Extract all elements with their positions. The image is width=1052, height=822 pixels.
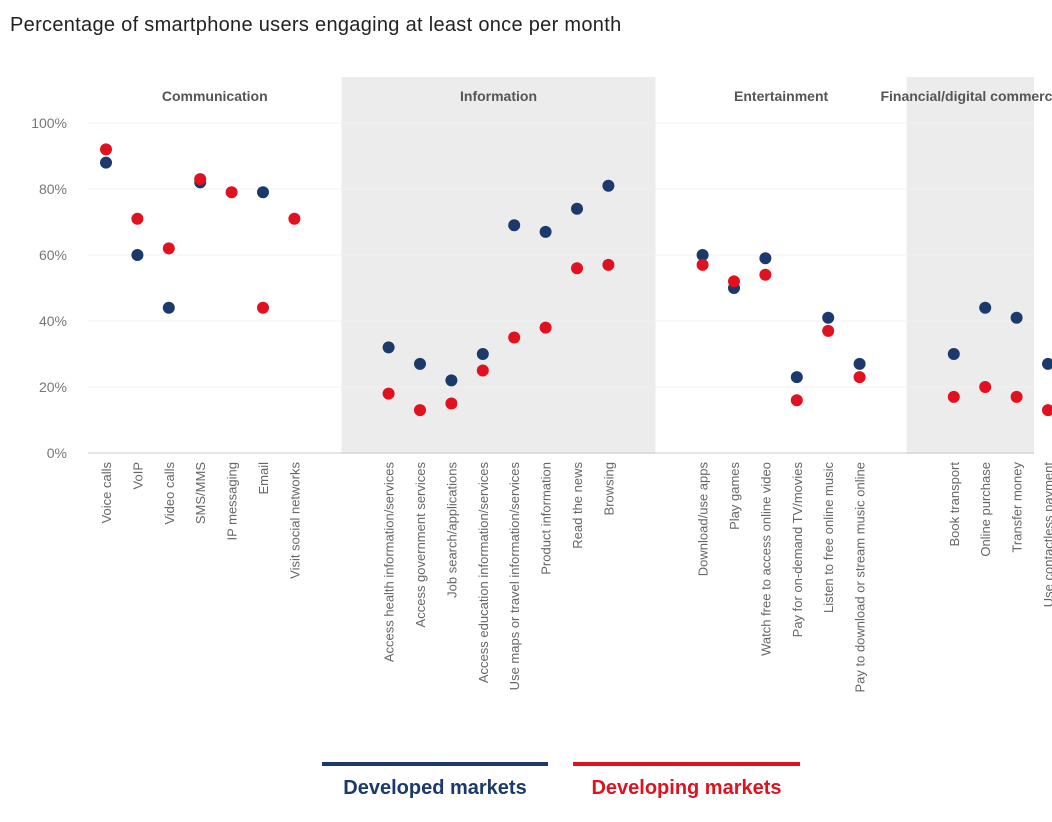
point-developing-markets-25 (1042, 404, 1052, 417)
group-labels: Communication Information Entertainment Fin… (162, 88, 1052, 104)
x-tick-label-voice-calls: Voice calls (99, 462, 114, 524)
x-tick-label-sms-mms: SMS/MMS (193, 462, 208, 524)
x-tick-label-watch-free-to-access-online-video: Watch free to access online video (758, 462, 773, 656)
grid-lines (88, 122, 1034, 454)
point-developing-markets-7 (288, 212, 301, 225)
point-developing-markets-11 (476, 364, 489, 377)
y-tick-label-40: 40% (39, 313, 67, 329)
point-developed-markets-12 (508, 219, 521, 232)
point-developing-markets-15 (602, 258, 615, 271)
point-developing-markets-20 (822, 324, 835, 337)
x-tick-label-book-transport: Book transport (947, 462, 962, 547)
x-tick-label-voip: VoIP (130, 462, 145, 489)
point-developing-markets-2 (131, 212, 144, 225)
point-developed-markets-13 (539, 225, 552, 238)
x-tick-label-ip-messaging: IP messaging (225, 462, 240, 541)
group-label-entertainment: Entertainment (734, 88, 828, 104)
x-tick-label-transfer-money: Transfer money (1010, 462, 1025, 553)
x-axis: Voice calls VoIP Video calls SMS/MMS IP mess… (99, 462, 1052, 693)
x-tick-label-download-use-apps: Download/use apps (696, 462, 711, 577)
x-tick-label-use-maps-or-travel-information-services: Use maps or travel information/services (507, 462, 522, 691)
point-developed-markets-24 (1010, 311, 1023, 324)
point-developing-markets-12 (508, 331, 521, 344)
point-developing-markets-6 (257, 301, 269, 314)
x-tick-label-browsing: Browsing (601, 462, 616, 515)
point-developed-markets-18 (759, 252, 772, 265)
point-developed-markets-21 (853, 357, 866, 370)
legend-bar-developing-markets (573, 762, 800, 766)
x-tick-label-use-contactless-payment: Use contactless payment (1041, 462, 1052, 608)
y-tick-label-20: 20% (39, 379, 67, 395)
point-developing-markets-24 (1010, 390, 1023, 403)
x-tick-label-product-information: Product information (539, 462, 554, 575)
point-developing-markets-3 (162, 242, 175, 255)
point-developing-markets-5 (225, 186, 238, 199)
point-developing-markets-4 (194, 173, 207, 186)
point-developed-markets-16 (696, 249, 709, 261)
x-tick-label-listen-to-free-online-music: Listen to free online music (821, 462, 836, 614)
x-tick-label-read-the-news: Read the news (570, 462, 585, 549)
point-developing-markets-8 (382, 387, 395, 400)
legend-bar-developed-markets (322, 762, 548, 766)
point-developed-markets-22 (947, 348, 960, 360)
point-developing-markets-9 (414, 404, 426, 417)
group-label-information: Information (460, 88, 537, 104)
y-tick-label-0: 0% (47, 445, 67, 461)
legend-label-developing-markets: Developing markets (591, 777, 781, 799)
group-bands (341, 77, 1034, 454)
group-label-communication: Communication (162, 88, 268, 104)
point-developing-markets-10 (445, 397, 458, 410)
point-developed-markets-10 (445, 374, 458, 387)
y-tick-label-100: 100% (31, 115, 67, 131)
point-developing-markets-22 (947, 390, 960, 403)
legend-label-developed-markets: Developed markets (343, 777, 526, 799)
point-developed-markets-2 (131, 249, 144, 261)
x-tick-label-play-games: Play games (727, 462, 742, 530)
point-developed-markets-9 (414, 357, 426, 370)
point-developed-markets-1 (100, 156, 112, 169)
data-points (100, 143, 1052, 417)
point-developing-markets-17 (728, 275, 740, 288)
x-tick-label-access-government-services: Access government services (413, 462, 428, 628)
point-developing-markets-23 (979, 381, 992, 393)
x-tick-label-pay-to-download-or-stream-music-online: Pay to download or stream music online (853, 462, 868, 693)
point-developing-markets-1 (100, 143, 112, 156)
x-tick-label-visit-social-networks: Visit social networks (287, 462, 302, 579)
group-label-financial-digital-commerce: Financial/digital commerce (880, 88, 1052, 104)
y-tick-label-80: 80% (39, 181, 67, 197)
x-tick-label-job-search-applications: Job search/applications (444, 462, 459, 598)
y-axis: 0% 20% 40% 60% 80% 100% (31, 115, 67, 461)
x-tick-label-video-calls: Video calls (162, 462, 177, 525)
point-developing-markets-19 (790, 394, 803, 407)
point-developing-markets-18 (759, 268, 772, 281)
point-developed-markets-15 (602, 179, 615, 192)
x-tick-label-online-purchase: Online purchase (978, 462, 993, 557)
x-tick-label-access-health-information-services: Access health information/services (382, 462, 397, 663)
point-developed-markets-25 (1042, 357, 1052, 370)
x-tick-label-access-education-information-services: Access education information/services (476, 462, 491, 684)
point-developed-markets-11 (476, 348, 489, 360)
point-developed-markets-6 (257, 186, 269, 199)
chart-title: Percentage of smartphone users engaging … (10, 14, 622, 36)
point-developed-markets-19 (790, 371, 803, 384)
point-developed-markets-20 (822, 311, 835, 324)
x-tick-label-email: Email (256, 462, 271, 495)
point-developing-markets-16 (696, 258, 709, 271)
point-developing-markets-13 (539, 321, 552, 334)
x-tick-label-pay-for-on-demand-tv-movies: Pay for on-demand TV/movies (790, 462, 805, 638)
point-developed-markets-23 (979, 301, 992, 314)
point-developed-markets-8 (382, 341, 395, 354)
legend: Developed markets Developing markets (322, 762, 800, 799)
y-tick-label-60: 60% (39, 247, 67, 263)
band-financial-digital-commerce (906, 77, 1034, 454)
point-developed-markets-14 (571, 202, 583, 215)
point-developing-markets-14 (571, 262, 583, 275)
point-developed-markets-3 (162, 301, 175, 314)
point-developing-markets-21 (853, 371, 866, 384)
